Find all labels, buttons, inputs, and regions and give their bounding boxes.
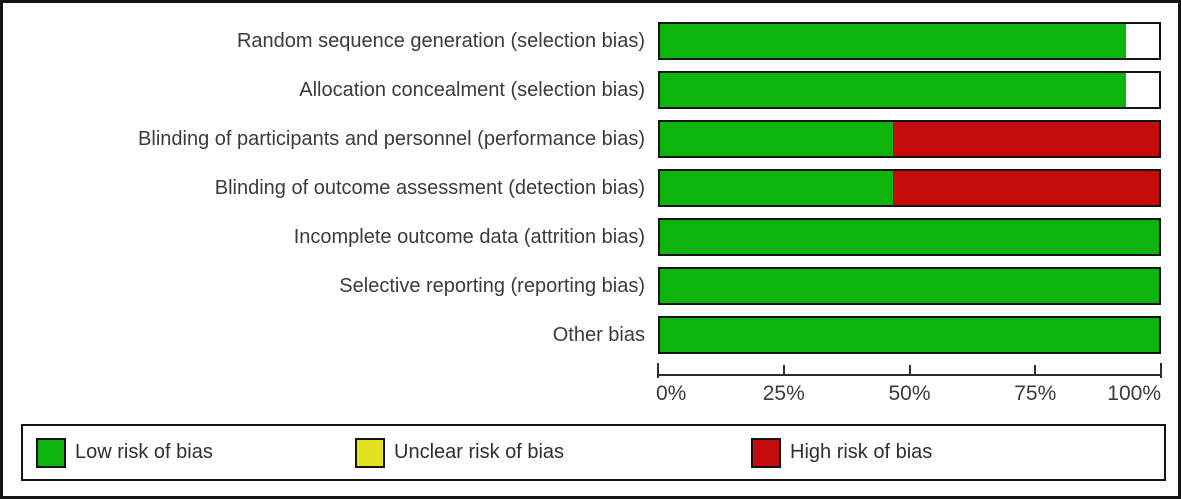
- category-label: Selective reporting (reporting bias): [339, 275, 645, 297]
- axis-tick-label: 50%: [888, 382, 931, 405]
- bar-segment-low: [660, 24, 1126, 58]
- chart-row: Allocation concealment (selection bias): [3, 71, 1178, 109]
- chart-row: Blinding of participants and personnel (…: [3, 120, 1178, 158]
- legend-item: Unclear risk of bias: [355, 437, 565, 468]
- legend-swatch: [751, 437, 781, 468]
- legend-item: High risk of bias: [751, 437, 933, 468]
- axis-tick: [1160, 363, 1162, 378]
- bar-segment-high: [893, 171, 1159, 205]
- axis-tick-label: 75%: [1014, 382, 1057, 405]
- stacked-bar: [658, 169, 1161, 207]
- bar-segment-low: [660, 318, 1159, 352]
- axis-tick: [657, 363, 659, 378]
- bar-segment-low: [660, 220, 1159, 254]
- bar-segment-blank: [1125, 73, 1159, 107]
- bar-segment-low: [660, 171, 894, 205]
- category-label: Other bias: [552, 324, 645, 346]
- stacked-bar: [658, 120, 1161, 158]
- chart-row: Incomplete outcome data (attrition bias): [3, 218, 1178, 256]
- legend-label: High risk of bias: [790, 441, 933, 463]
- x-axis-line: [658, 374, 1161, 376]
- axis-tick: [908, 365, 911, 374]
- stacked-bar: [658, 316, 1161, 354]
- bar-segment-high: [893, 122, 1159, 156]
- stacked-bar: [658, 218, 1161, 256]
- legend-label: Low risk of bias: [75, 441, 213, 463]
- axis-tick: [1034, 365, 1037, 374]
- category-label: Blinding of outcome assessment (detectio…: [214, 177, 645, 199]
- axis-tick-label: 0%: [656, 382, 687, 405]
- legend-box: Low risk of bias Unclear risk of bias High…: [21, 424, 1166, 481]
- chart-row: Selective reporting (reporting bias): [3, 267, 1178, 305]
- chart-row: Blinding of outcome assessment (detectio…: [3, 169, 1178, 207]
- chart-row: Other bias: [3, 316, 1178, 354]
- legend-label: Unclear risk of bias: [394, 441, 565, 463]
- category-label: Random sequence generation (selection bi…: [236, 30, 645, 52]
- bar-segment-blank: [1125, 24, 1159, 58]
- axis-tick-label: 100%: [1107, 382, 1161, 405]
- category-label: Incomplete outcome data (attrition bias): [293, 226, 645, 248]
- chart-row: Random sequence generation (selection bi…: [3, 22, 1178, 60]
- bar-segment-low: [660, 73, 1126, 107]
- category-label: Blinding of participants and personnel (…: [138, 128, 645, 150]
- bar-segment-low: [660, 269, 1159, 303]
- legend-swatch: [355, 437, 385, 468]
- axis-tick: [782, 365, 785, 374]
- stacked-bar: [658, 267, 1161, 305]
- bar-segment-low: [660, 122, 894, 156]
- category-label: Allocation concealment (selection bias): [299, 79, 645, 101]
- axis-tick-label: 25%: [762, 382, 805, 405]
- stacked-bar: [658, 71, 1161, 109]
- legend-item: Low risk of bias: [36, 437, 213, 468]
- stacked-bar: [658, 22, 1161, 60]
- legend-swatch: [36, 437, 66, 468]
